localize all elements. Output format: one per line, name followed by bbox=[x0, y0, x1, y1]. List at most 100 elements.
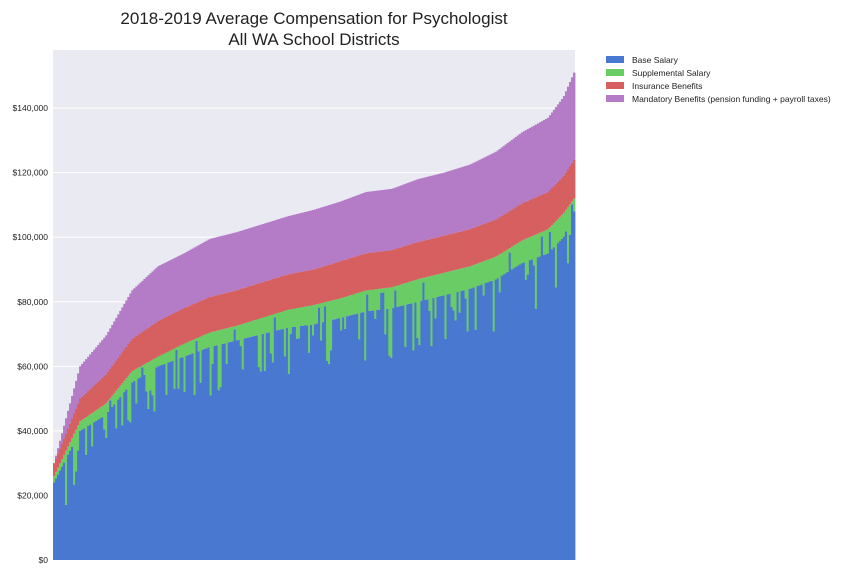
bar-segment-base bbox=[163, 363, 166, 560]
bar-segment-base bbox=[53, 482, 56, 560]
bar-segment-supplemental bbox=[528, 237, 532, 261]
bar-segment-base bbox=[536, 257, 540, 560]
bar-segment-supplemental bbox=[572, 198, 576, 212]
bar-segment-base bbox=[97, 419, 100, 560]
bar-segment-base bbox=[109, 400, 112, 560]
bar-segment-insurance bbox=[408, 244, 411, 282]
bar-segment-base bbox=[189, 354, 192, 560]
bar-segment-supplemental bbox=[332, 300, 335, 320]
bar-segment-insurance bbox=[444, 235, 447, 273]
bar-segment-base bbox=[510, 269, 514, 560]
bar-segment-base bbox=[470, 288, 474, 560]
bar-segment-insurance bbox=[470, 228, 474, 266]
bar-segment-base bbox=[209, 395, 213, 560]
bar-segment-supplemental bbox=[518, 241, 522, 265]
bar-segment-insurance bbox=[330, 264, 333, 301]
bar-segment-supplemental bbox=[281, 311, 285, 329]
bar-segment-mandatory bbox=[382, 189, 385, 252]
bar-segment-supplemental bbox=[522, 239, 526, 263]
bar-segment-supplemental bbox=[506, 249, 510, 272]
bar-segment-supplemental bbox=[165, 352, 168, 395]
bar-segment-base bbox=[404, 346, 407, 560]
bar-segment-base bbox=[265, 332, 269, 560]
bar-segment-mandatory bbox=[454, 169, 457, 233]
bar-segment-base bbox=[115, 428, 118, 560]
bar-segment-supplemental bbox=[189, 340, 192, 355]
bar-segment-supplemental bbox=[61, 459, 64, 467]
bar-segment-supplemental bbox=[480, 261, 484, 285]
bar-segment-insurance bbox=[217, 294, 221, 331]
bar-segment-insurance bbox=[558, 179, 562, 217]
bar-segment-mandatory bbox=[215, 237, 219, 296]
bar-segment-insurance bbox=[231, 291, 235, 327]
bar-segment-base bbox=[438, 296, 441, 560]
bar-segment-supplemental bbox=[540, 231, 544, 237]
bar-segment-insurance bbox=[251, 285, 255, 321]
bar-segment-mandatory bbox=[285, 216, 289, 275]
bar-segment-mandatory bbox=[279, 218, 283, 277]
bar-segment-supplemental bbox=[101, 406, 104, 418]
bar-segment-insurance bbox=[386, 250, 389, 288]
bar-segment-insurance bbox=[257, 283, 261, 319]
bar-segment-mandatory bbox=[109, 328, 112, 369]
bar-segment-mandatory bbox=[115, 317, 118, 361]
bar-segment-mandatory bbox=[562, 95, 566, 176]
bar-segment-insurance bbox=[354, 256, 357, 294]
bar-segment-supplemental bbox=[231, 326, 235, 342]
bar-segment-supplemental bbox=[478, 262, 482, 286]
bar-segment-base bbox=[364, 360, 367, 560]
bar-segment-supplemental bbox=[87, 415, 90, 426]
bar-segment-base bbox=[99, 418, 102, 560]
bar-segment-base bbox=[434, 318, 437, 560]
bar-segment-mandatory bbox=[372, 191, 375, 253]
bar-segment-insurance bbox=[566, 169, 570, 207]
bar-segment-mandatory bbox=[253, 226, 257, 285]
bar-segment-base bbox=[522, 262, 526, 560]
bar-segment-base bbox=[57, 474, 60, 560]
bar-segment-insurance bbox=[255, 284, 259, 320]
bar-segment-mandatory bbox=[131, 290, 134, 339]
bar-segment-mandatory bbox=[558, 101, 562, 180]
bar-segment-mandatory bbox=[326, 205, 329, 266]
bar-segment-insurance bbox=[219, 294, 223, 330]
bar-segment-base bbox=[408, 303, 411, 560]
bar-segment-supplemental bbox=[91, 412, 94, 447]
bar-segment-base bbox=[59, 470, 62, 560]
bar-segment-mandatory bbox=[484, 156, 488, 224]
bar-segment-supplemental bbox=[496, 255, 500, 279]
bar-segment-mandatory bbox=[572, 72, 576, 160]
legend-item-base-salary: Base Salary bbox=[606, 53, 831, 66]
bar-segment-supplemental bbox=[334, 299, 337, 320]
bar-segment-mandatory bbox=[512, 138, 516, 209]
bar-segment-supplemental bbox=[171, 349, 174, 361]
bar-segment-mandatory bbox=[506, 142, 510, 213]
bar-segment-base bbox=[480, 284, 484, 560]
bar-segment-supplemental bbox=[227, 327, 231, 343]
bar-segment-mandatory bbox=[191, 248, 194, 305]
bar-segment-base bbox=[73, 484, 76, 560]
bar-segment-mandatory bbox=[71, 395, 74, 419]
bar-segment-insurance bbox=[289, 273, 293, 310]
bar-segment-insurance bbox=[159, 319, 162, 356]
bar-segment-mandatory bbox=[426, 176, 429, 240]
bar-segment-base bbox=[460, 290, 463, 560]
bar-segment-base bbox=[261, 333, 265, 560]
bar-segment-supplemental bbox=[155, 357, 158, 368]
bar-segment-insurance bbox=[406, 245, 409, 283]
bar-segment-base bbox=[185, 355, 188, 560]
bar-segment-supplemental bbox=[438, 273, 441, 297]
bar-segment-supplemental bbox=[175, 347, 178, 350]
bar-segment-mandatory bbox=[456, 168, 459, 233]
bar-segment-insurance bbox=[378, 251, 381, 289]
bar-segment-insurance bbox=[452, 233, 455, 271]
bar-segment-base bbox=[396, 306, 399, 560]
bar-segment-mandatory bbox=[368, 191, 371, 253]
bar-segment-mandatory bbox=[392, 188, 395, 250]
bar-segment-mandatory bbox=[185, 251, 188, 308]
bar-segment-mandatory bbox=[398, 186, 401, 248]
bar-segment-insurance bbox=[265, 280, 269, 317]
bar-segment-base bbox=[305, 325, 309, 560]
bar-segment-base bbox=[119, 397, 122, 560]
bar-segment-insurance bbox=[420, 241, 423, 279]
bar-segment-mandatory bbox=[550, 112, 554, 188]
